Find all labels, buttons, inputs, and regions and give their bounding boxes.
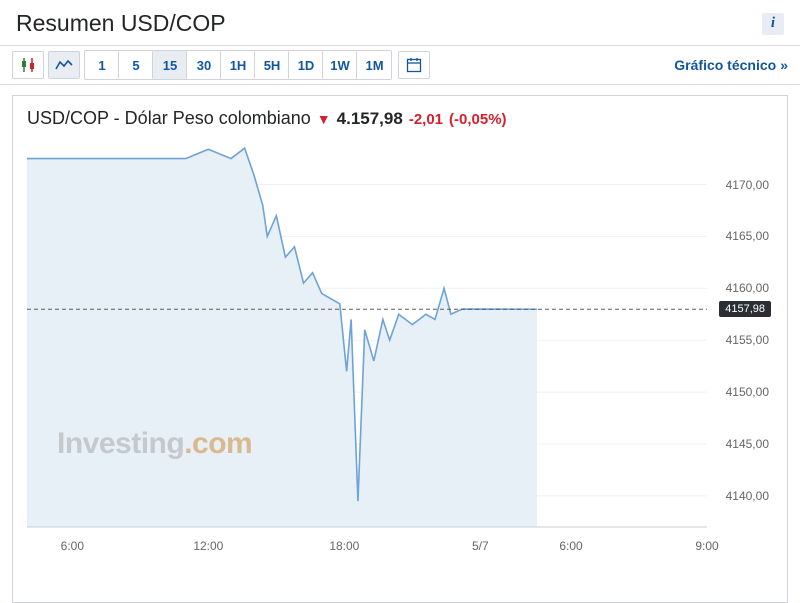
chart-container: USD/COP - Dólar Peso colombiano ▼ 4.157,… <box>12 95 788 603</box>
calendar-icon <box>406 57 422 73</box>
arrow-down-icon: ▼ <box>317 111 331 127</box>
x-axis-label: 12:00 <box>193 539 223 553</box>
chevron-right-icon: » <box>780 57 788 73</box>
y-axis-label: 4150,00 <box>726 385 769 399</box>
chart-header: USD/COP - Dólar Peso colombiano ▼ 4.157,… <box>27 108 779 129</box>
page-title: Resumen USD/COP <box>16 10 226 37</box>
chart-svg <box>27 137 771 557</box>
y-axis-label: 4160,00 <box>726 281 769 295</box>
technical-chart-link[interactable]: Gráfico técnico » <box>674 57 788 73</box>
y-axis-label: 4165,00 <box>726 229 769 243</box>
interval-1M[interactable]: 1M <box>357 51 391 79</box>
interval-1W[interactable]: 1W <box>323 51 357 79</box>
x-axis-label: 5/7 <box>472 539 489 553</box>
chart-pair-label: USD/COP - Dólar Peso colombiano <box>27 108 311 129</box>
y-axis-label: 4140,00 <box>726 489 769 503</box>
chart-type-line-button[interactable] <box>48 51 80 79</box>
chart-plot-area[interactable]: Investing.com 4140,004145,004150,004155,… <box>27 137 771 557</box>
info-button[interactable]: i <box>762 13 784 35</box>
interval-5[interactable]: 5 <box>119 51 153 79</box>
x-axis-label: 18:00 <box>329 539 359 553</box>
x-axis-label: 6:00 <box>61 539 84 553</box>
y-axis-label: 4155,00 <box>726 333 769 347</box>
x-axis-label: 6:00 <box>559 539 582 553</box>
interval-1H[interactable]: 1H <box>221 51 255 79</box>
calendar-button[interactable] <box>398 51 430 79</box>
current-price: 4.157,98 <box>337 109 403 129</box>
chart-type-candlestick-button[interactable] <box>12 51 44 79</box>
technical-chart-label: Gráfico técnico <box>674 57 776 73</box>
y-axis-label: 4170,00 <box>726 178 769 192</box>
chart-toolbar: 1515301H5H1D1W1M Gráfico técnico » <box>0 45 800 85</box>
x-axis-label: 9:00 <box>695 539 718 553</box>
interval-selector: 1515301H5H1D1W1M <box>84 50 392 80</box>
candlestick-icon <box>19 56 37 74</box>
price-change-abs: -2,01 <box>409 111 443 128</box>
interval-1D[interactable]: 1D <box>289 51 323 79</box>
interval-30[interactable]: 30 <box>187 51 221 79</box>
interval-5H[interactable]: 5H <box>255 51 289 79</box>
line-chart-icon <box>55 58 73 72</box>
current-price-tag: 4157,98 <box>719 301 771 317</box>
price-change-pct: (-0,05%) <box>449 111 507 128</box>
interval-15[interactable]: 15 <box>153 51 187 79</box>
interval-1[interactable]: 1 <box>85 51 119 79</box>
y-axis-label: 4145,00 <box>726 437 769 451</box>
